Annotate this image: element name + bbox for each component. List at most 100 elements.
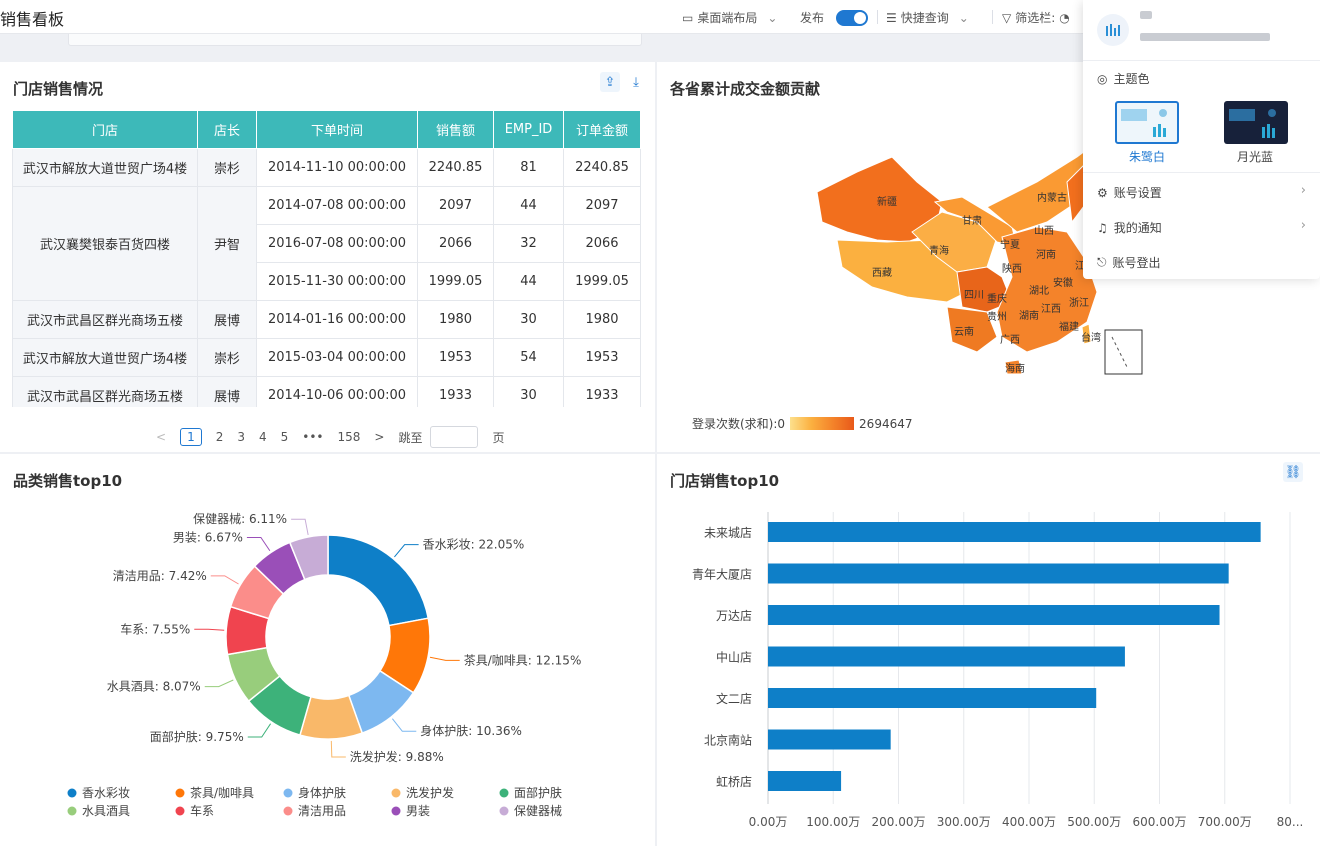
export-icon[interactable]: ⇪	[600, 72, 620, 92]
column-header[interactable]: EMP_ID	[493, 110, 564, 149]
bar[interactable]	[768, 646, 1125, 667]
pagination: < 1 2 3 4 5 ••• 158 > 跳至 页	[156, 426, 519, 448]
goto-page-input[interactable]	[430, 426, 479, 448]
publish-toggle-group[interactable]: 发布	[800, 9, 869, 26]
account-settings-item[interactable]: ⚙ 账号设置	[1097, 184, 1162, 201]
donut-chart[interactable]: 香水彩妆: 22.05% 茶具/咖啡具: 12.15% 身体护肤: 10.36% 洗发…	[0, 454, 655, 846]
layout-switcher[interactable]: ▭ 桌面端布局 ⌄	[682, 9, 777, 26]
bar[interactable]	[768, 563, 1229, 584]
publish-toggle[interactable]	[836, 9, 869, 26]
cell-store: 武汉市解放大道世贸广场4楼	[12, 148, 198, 187]
column-header[interactable]: 下单时间	[256, 110, 418, 149]
cell-amount: 1933	[563, 376, 641, 407]
notifications-item[interactable]: ♫ 我的通知	[1097, 219, 1162, 236]
page-button[interactable]: 1	[180, 428, 202, 446]
table-viewport[interactable]: 门店 店长 下单时间 销售额 EMP_ID 订单金额 武汉市解放大道世贸广场4楼…	[0, 62, 655, 407]
donut-slice[interactable]	[327, 534, 430, 627]
legend-item[interactable]: 面部护肤	[514, 785, 562, 800]
prev-page-button[interactable]: <	[156, 430, 167, 444]
chevron-right-icon: ›	[1300, 183, 1306, 198]
page-button[interactable]: 3	[237, 430, 245, 444]
table-row[interactable]: 武汉市解放大道世贸广场4楼 崇杉 2014-11-10 00:00:00 224…	[12, 148, 641, 187]
table-row[interactable]: 武汉市武昌区群光商场五楼 展博 2014-01-16 00:00:00 1980…	[12, 300, 641, 339]
bar[interactable]	[768, 729, 891, 750]
map-label: 台湾	[1081, 331, 1101, 344]
cell-amount: 1953	[563, 338, 641, 377]
table-row[interactable]: 2016-07-08 00:00:00 2066 32 2066	[13, 224, 641, 263]
legend-item[interactable]: 清洁用品	[298, 804, 346, 818]
page-button[interactable]: 4	[258, 430, 267, 444]
column-header[interactable]: 订单金额	[563, 110, 641, 149]
legend-item[interactable]: 香水彩妆	[82, 786, 130, 800]
cell-sales: 2066	[417, 224, 494, 263]
y-tick-label: 青年大厦店	[692, 568, 752, 582]
legend-item[interactable]: 车系	[190, 803, 214, 818]
table-row[interactable]: 武汉襄樊银泰百货四楼 尹智 2014-07-08 00:00:00 2097 4…	[12, 186, 641, 301]
column-header[interactable]: 门店	[12, 110, 198, 149]
theme-dark-label[interactable]: 月光蓝	[1237, 150, 1274, 164]
next-page-button[interactable]: >	[374, 430, 385, 444]
column-header[interactable]: 店长	[197, 110, 257, 149]
map-label: 湖南	[1019, 309, 1039, 322]
table-row[interactable]: 2015-11-30 00:00:00 1999.05 44 1999.05	[13, 262, 641, 301]
table-row[interactable]: 武汉市武昌区群光商场五楼 展博 2014-10-06 00:00:00 1933…	[12, 376, 641, 407]
legend-item[interactable]: 身体护肤	[298, 785, 346, 800]
bar[interactable]	[768, 605, 1220, 625]
email-redacted	[1140, 33, 1270, 41]
cell-emp: 32	[493, 224, 564, 263]
theme-section-title: ◎ 主题色	[1097, 70, 1150, 87]
page-button[interactable]: 158	[337, 430, 361, 444]
bar-chart[interactable]: 0.00万 100.00万 200.00万 300.00万 400.00万 500.00万…	[657, 454, 1320, 846]
theme-light-label[interactable]: 朱鹭白	[1129, 150, 1166, 164]
x-tick-label: 0.00万	[749, 815, 788, 829]
map-region-east	[996, 226, 1098, 353]
account-dropdown: ◎ 主题色 朱鹭白 月光蓝 ⚙ 账号设置 › ♫ 我的通知 › ⎋ 账号登出	[1083, 0, 1320, 279]
donut-label: 洗发护发: 9.88%	[350, 749, 444, 764]
legend-item[interactable]: 水具酒具	[82, 804, 130, 818]
logout-item[interactable]: ⎋ 账号登出	[1097, 254, 1161, 271]
map-label: 重庆	[987, 292, 1007, 305]
bar[interactable]	[768, 522, 1261, 542]
card-title: 门店销售情况	[13, 80, 104, 98]
download-icon[interactable]: ⤓	[633, 74, 639, 90]
page-button[interactable]: 5	[280, 430, 289, 444]
palette-icon: ◎	[1097, 71, 1108, 86]
theme-preview-light	[1121, 109, 1167, 137]
column-header[interactable]: 销售额	[417, 110, 494, 149]
goto-label: 跳至	[398, 430, 423, 445]
avatar	[1097, 14, 1129, 46]
x-tick-label: 80...	[1277, 815, 1304, 829]
legend-item[interactable]: 保健器械	[514, 803, 562, 818]
cell-emp: 44	[493, 262, 564, 301]
theme-option-light[interactable]	[1115, 101, 1179, 144]
legend-item[interactable]: 洗发护发	[406, 785, 454, 800]
donut-slice[interactable]	[288, 534, 329, 581]
card-title: 各省累计成交金额贡献	[670, 80, 821, 98]
map-label: 新疆	[877, 195, 897, 208]
bar[interactable]	[768, 771, 842, 791]
donut-label: 香水彩妆: 22.05%	[423, 538, 525, 552]
map-label: 广西	[1000, 334, 1020, 346]
donut-label-line	[330, 740, 346, 758]
legend-item[interactable]: 茶具/咖啡具	[190, 785, 254, 800]
bar[interactable]	[768, 688, 1097, 708]
gear-icon: ⚙	[1097, 185, 1108, 200]
more-pages-button[interactable]: •••	[302, 430, 324, 444]
page-button[interactable]: 2	[215, 430, 224, 444]
desktop-icon: ▭	[682, 10, 694, 25]
map-label: 贵州	[987, 310, 1007, 323]
link-icon[interactable]: ⛓	[1283, 462, 1303, 482]
legend-item[interactable]: 男装	[406, 804, 430, 818]
filter-bar-button[interactable]: ▽ 筛选栏: ◔	[1002, 9, 1070, 26]
x-tick-label: 100.00万	[806, 815, 860, 829]
cell-sales: 2097	[417, 186, 494, 225]
donut-label-line	[194, 628, 225, 631]
cell-sales: 1953	[417, 338, 494, 377]
theme-option-dark[interactable]	[1224, 101, 1288, 144]
table-row[interactable]: 武汉市解放大道世贸广场4楼 崇杉 2015-03-04 00:00:00 195…	[12, 338, 641, 377]
legend-max-label: 2694647	[859, 416, 913, 431]
store-sales-card: 门店销售情况 ⇪ ⤓ 门店 店长 下单时间 销售额 EMP_ID 订单金额 武汉…	[0, 62, 655, 452]
map-label: 海南	[1005, 362, 1025, 375]
quick-query-button[interactable]: ☰ 快捷查询 ⌄	[886, 9, 969, 26]
china-map[interactable]: 新疆 西藏 青海 甘肃 内蒙古 四川 云南 贵州 广西 湖南 湖北 陕西 河南 …	[657, 62, 1320, 452]
